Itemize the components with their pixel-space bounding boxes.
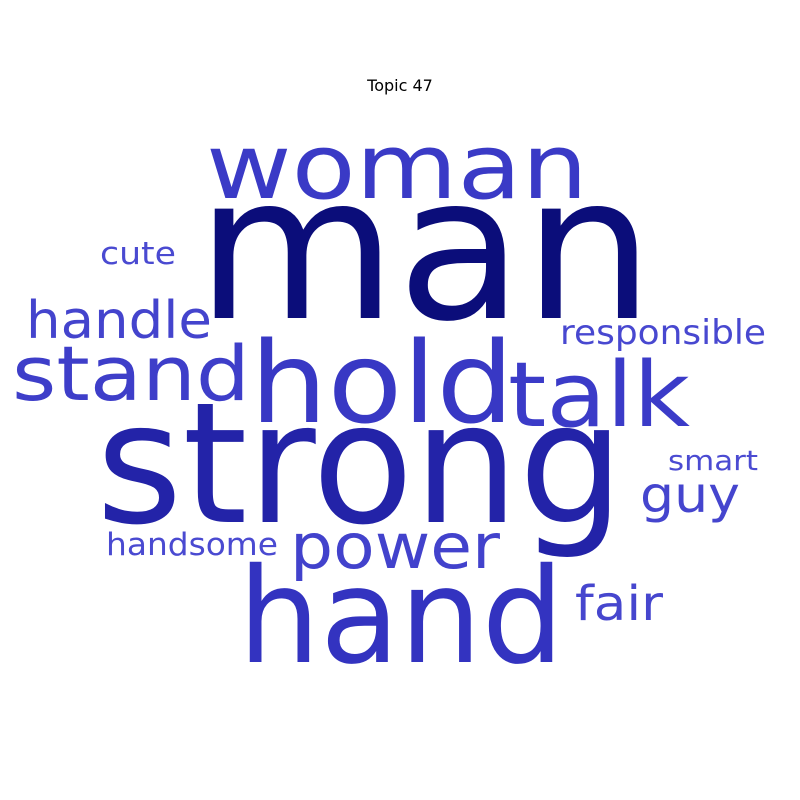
word-woman: woman xyxy=(206,115,588,220)
word-strong: strong xyxy=(96,366,624,562)
word-power: power xyxy=(290,510,501,583)
word-hold: hold xyxy=(250,319,514,449)
word-fair: fair xyxy=(575,576,663,632)
word-handsome: handsome xyxy=(106,527,278,563)
word-cute: cute xyxy=(100,236,176,272)
word-hand: hand xyxy=(238,540,564,694)
word-responsible: responsible xyxy=(560,313,766,353)
word-smart: smart xyxy=(668,444,758,477)
word-guy: guy xyxy=(640,466,740,524)
word-man: man xyxy=(196,133,654,366)
word-handle: handle xyxy=(26,291,212,351)
word-talk: talk xyxy=(508,343,690,448)
word-stand: stand xyxy=(12,329,250,418)
chart-title: Topic 47 xyxy=(367,76,433,95)
